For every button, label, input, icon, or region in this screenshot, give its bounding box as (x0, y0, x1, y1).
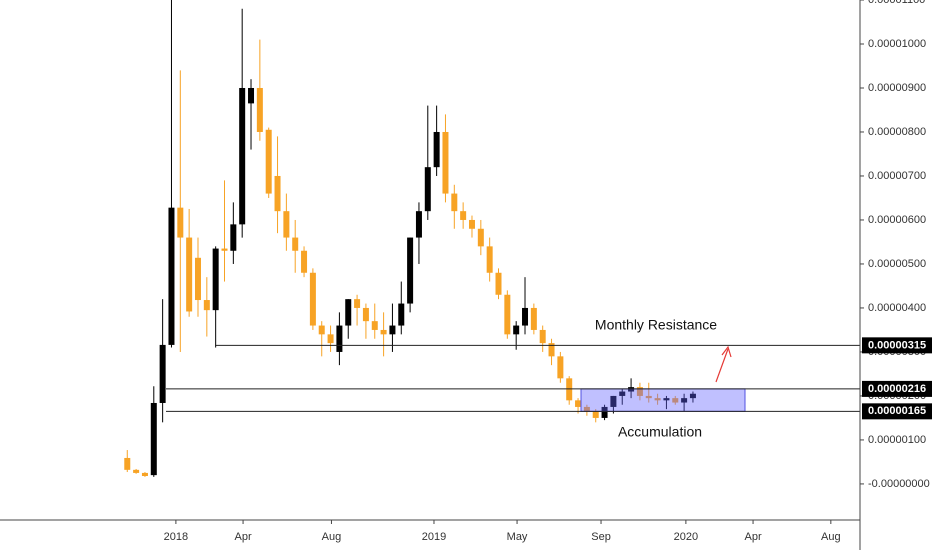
accumulation-zone (580, 388, 746, 412)
x-tick-label: Aug (821, 531, 841, 543)
candle-body (248, 87, 255, 104)
x-tick-label: Apr (235, 531, 252, 543)
arrow-head (721, 345, 732, 358)
candle-body (186, 237, 193, 312)
arrow (715, 348, 729, 383)
candle-body (601, 406, 608, 418)
x-tick-label: May (507, 531, 528, 543)
candle-body (239, 87, 246, 225)
candle-body (636, 387, 643, 396)
candle-body (468, 219, 475, 229)
candle-body (681, 398, 688, 403)
y-tick-label: 0.00000700 (868, 170, 926, 182)
y-tick-label: 0.00000500 (868, 258, 926, 270)
candle-body (548, 343, 555, 357)
price-badge-label: 0.00000165 (868, 405, 926, 417)
annotation: Accumulation (618, 424, 702, 440)
candle-body (309, 272, 316, 326)
candle-body (424, 167, 431, 212)
candles-layer (124, 0, 696, 477)
candle-body (557, 356, 564, 379)
candle-body (689, 393, 696, 399)
candle-body (141, 472, 148, 477)
candle-body (194, 257, 201, 301)
x-tick-label: Aug (322, 531, 342, 543)
y-tick-label: 0.00001000 (868, 38, 926, 50)
candle-body (292, 237, 299, 251)
candle-body (318, 325, 325, 335)
candle-body (212, 248, 219, 311)
candle-body (371, 321, 378, 330)
candle-body (230, 224, 237, 251)
candle-body (362, 307, 369, 322)
candle-body (592, 411, 599, 418)
candle-body (398, 303, 405, 326)
candle-body (345, 299, 352, 326)
candle-body (380, 329, 387, 335)
candle-body (389, 325, 396, 335)
candle-body (610, 395, 617, 407)
candle-body (177, 207, 184, 238)
candle-body (522, 307, 529, 326)
candle-body (477, 228, 484, 247)
candle-body (539, 329, 546, 344)
x-tick-label: Apr (744, 531, 761, 543)
x-tick-label: 2018 (164, 531, 188, 543)
candle-body (645, 395, 652, 399)
candle-body (530, 307, 537, 330)
price-badge (862, 380, 932, 397)
candle-body (442, 131, 449, 194)
candle-body (327, 334, 334, 344)
y-tick-label: 0.00000900 (868, 82, 926, 94)
price-badge (862, 403, 932, 420)
x-tick-label: 2020 (674, 531, 698, 543)
candle-body (336, 325, 343, 352)
candle-body (203, 300, 210, 311)
candle-body (415, 211, 422, 238)
candle-body (619, 391, 626, 396)
candle-body (354, 299, 361, 308)
x-tick-label: Sep (591, 531, 611, 543)
y-tick-label: 0.00000600 (868, 214, 926, 226)
y-tick-label: 0.00000800 (868, 126, 926, 138)
candle-body (663, 398, 670, 401)
candle-body (495, 272, 502, 295)
y-tick-label: 0.00000100 (868, 434, 926, 446)
candle-body (407, 237, 414, 304)
candle-body (159, 344, 166, 403)
y-tick-label: 0.00000400 (868, 302, 926, 314)
candle-body (583, 406, 590, 412)
candle-body (486, 246, 493, 273)
price-badge (862, 337, 932, 354)
price-badge-label: 0.00000315 (868, 339, 926, 351)
candle-body (124, 457, 131, 470)
candle-body (168, 207, 175, 345)
annotation: Monthly Resistance (595, 317, 717, 333)
price-badge-label: 0.00000216 (868, 383, 926, 395)
candle-body (513, 325, 520, 335)
y-tick-label: 0.00001100 (868, 0, 925, 6)
candle-body (301, 250, 308, 273)
candle-body (221, 248, 228, 251)
x-tick-label: 2019 (422, 531, 446, 543)
candle-body (256, 87, 263, 132)
candle-body (654, 398, 661, 401)
candle-body (433, 131, 440, 168)
overlay-layer: 0.00000315 0.00000216 0.00000165 (166, 337, 932, 420)
candle-body (265, 129, 272, 194)
candle-body (504, 294, 511, 335)
candle-body (672, 398, 679, 403)
candle-body (451, 193, 458, 212)
y-tick-label: -0.00000000 (868, 478, 930, 490)
candle-body (150, 402, 157, 476)
candle-body (133, 469, 140, 473)
candle-body (274, 175, 281, 212)
candle-body (575, 400, 582, 407)
grid-layer: -0.000000000.000001000.000002000.0000030… (164, 0, 930, 543)
candle-body (460, 211, 467, 220)
candle-body (283, 211, 290, 238)
